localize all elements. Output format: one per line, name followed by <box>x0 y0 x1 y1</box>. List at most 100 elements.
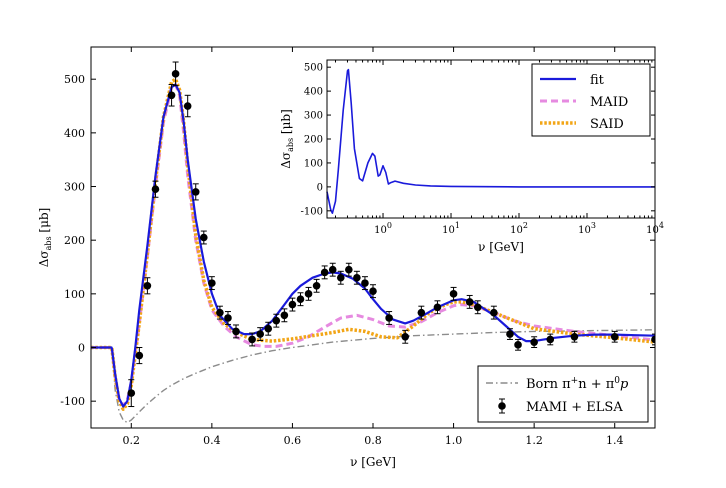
data-point <box>224 311 232 325</box>
inset-x-tick-label: 103 <box>578 221 596 236</box>
data-point <box>361 276 369 291</box>
inset-legend-label-fit: fit <box>590 73 605 88</box>
data-marker <box>256 330 265 338</box>
data-point <box>183 94 192 118</box>
data-point <box>433 300 442 315</box>
data-marker <box>208 279 216 287</box>
data-marker <box>401 332 410 341</box>
data-point <box>401 329 410 344</box>
data-point <box>127 379 136 408</box>
data-point <box>151 180 160 198</box>
x-tick-label: 0.2 <box>123 434 141 447</box>
data-point <box>264 321 273 336</box>
inset-x-tick-base: 10 <box>442 225 455 236</box>
data-marker <box>248 335 256 344</box>
data-marker <box>473 303 482 312</box>
data-marker <box>127 389 136 397</box>
inset-x-tick-exp: 3 <box>591 221 596 230</box>
data-marker <box>353 273 361 282</box>
data-marker <box>385 314 393 322</box>
inset-y-tick-label: 500 <box>304 63 323 74</box>
inset-y-tick-label: 300 <box>304 111 323 122</box>
x-tick-label: 1.0 <box>445 434 463 447</box>
x-tick-label: 1.2 <box>525 434 543 447</box>
y-tick-label: 200 <box>64 234 85 247</box>
inset-series-line-fit <box>326 68 655 214</box>
data-point <box>167 84 176 107</box>
y-axis-label: Δσabs [μb] <box>37 208 53 268</box>
data-marker <box>328 265 337 274</box>
data-marker <box>546 335 555 344</box>
data-marker <box>361 279 369 287</box>
data-marker <box>151 185 160 194</box>
data-point <box>296 292 305 307</box>
data-marker <box>514 341 522 349</box>
data-point <box>417 305 426 320</box>
inset-x-tick-base: 10 <box>374 225 387 236</box>
inset-x-tick-base: 10 <box>510 225 523 236</box>
data-point <box>312 278 321 293</box>
data-marker <box>191 188 200 196</box>
x-tick-label: 1.4 <box>606 434 624 447</box>
data-point <box>473 300 482 315</box>
data-point <box>200 230 208 245</box>
legend-label-born-label: Born π <box>526 377 571 392</box>
y-tick-label: 500 <box>64 73 85 86</box>
inset-y-tick-label: 200 <box>304 135 323 146</box>
y-tick-label: 0 <box>78 342 85 355</box>
data-marker <box>167 91 176 100</box>
data-marker <box>264 324 273 333</box>
x-axis-label: ν [GeV] <box>350 455 396 469</box>
inset-y-tick-label: 0 <box>317 182 323 193</box>
legend-label-born-sup2: 0 <box>614 376 620 386</box>
legend-label-born-mid1: n + π <box>578 377 615 392</box>
data-point <box>610 330 619 343</box>
data-point <box>570 330 579 343</box>
data-point <box>191 183 200 201</box>
data-marker <box>200 233 208 242</box>
data-point <box>304 286 313 301</box>
data-point <box>353 270 361 285</box>
data-point <box>143 277 152 295</box>
data-point <box>506 328 514 340</box>
data-marker <box>336 273 345 282</box>
data-point <box>248 332 256 347</box>
data-marker <box>490 308 498 317</box>
inset-y-tick-label: 100 <box>304 158 323 169</box>
data-marker <box>449 290 458 298</box>
data-point <box>328 262 337 277</box>
data-marker <box>216 308 224 317</box>
data-marker <box>272 316 281 325</box>
y-tick-label: -100 <box>60 395 85 408</box>
data-marker <box>171 70 180 78</box>
y-tick-label: 300 <box>64 181 85 194</box>
legend-swatch-marker <box>498 402 506 410</box>
data-marker <box>183 102 192 110</box>
inset-legend: fit MAID SAID <box>531 63 651 137</box>
x-tick-label: 0.6 <box>284 434 302 447</box>
data-point <box>385 311 393 325</box>
data-point <box>280 308 289 323</box>
data-point <box>336 270 345 285</box>
inset-y-tick-label: -100 <box>301 206 323 217</box>
data-marker <box>651 335 655 344</box>
legend-label-born: Born π+n + π0p <box>526 376 629 392</box>
data-point <box>514 338 522 351</box>
inset-x-tick-exp: 4 <box>659 221 664 230</box>
y-axis-label-main: Δσ <box>37 250 51 267</box>
y-axis-label-unit: [μb] <box>37 208 51 237</box>
legend-label-born-sup1: + <box>571 376 579 386</box>
data-marker <box>417 308 426 317</box>
data-point <box>546 333 555 346</box>
inset-x-axis-label: ν [GeV] <box>478 240 524 254</box>
data-point <box>256 327 265 342</box>
data-marker <box>224 314 232 322</box>
data-point <box>288 297 297 312</box>
inset-y-axis-label: Δσabs [μb] <box>279 109 295 169</box>
data-marker <box>288 300 297 309</box>
data-point <box>216 305 224 320</box>
data-marker <box>312 281 321 290</box>
inset-x-tick-exp: 2 <box>523 221 528 230</box>
data-marker <box>296 295 305 304</box>
